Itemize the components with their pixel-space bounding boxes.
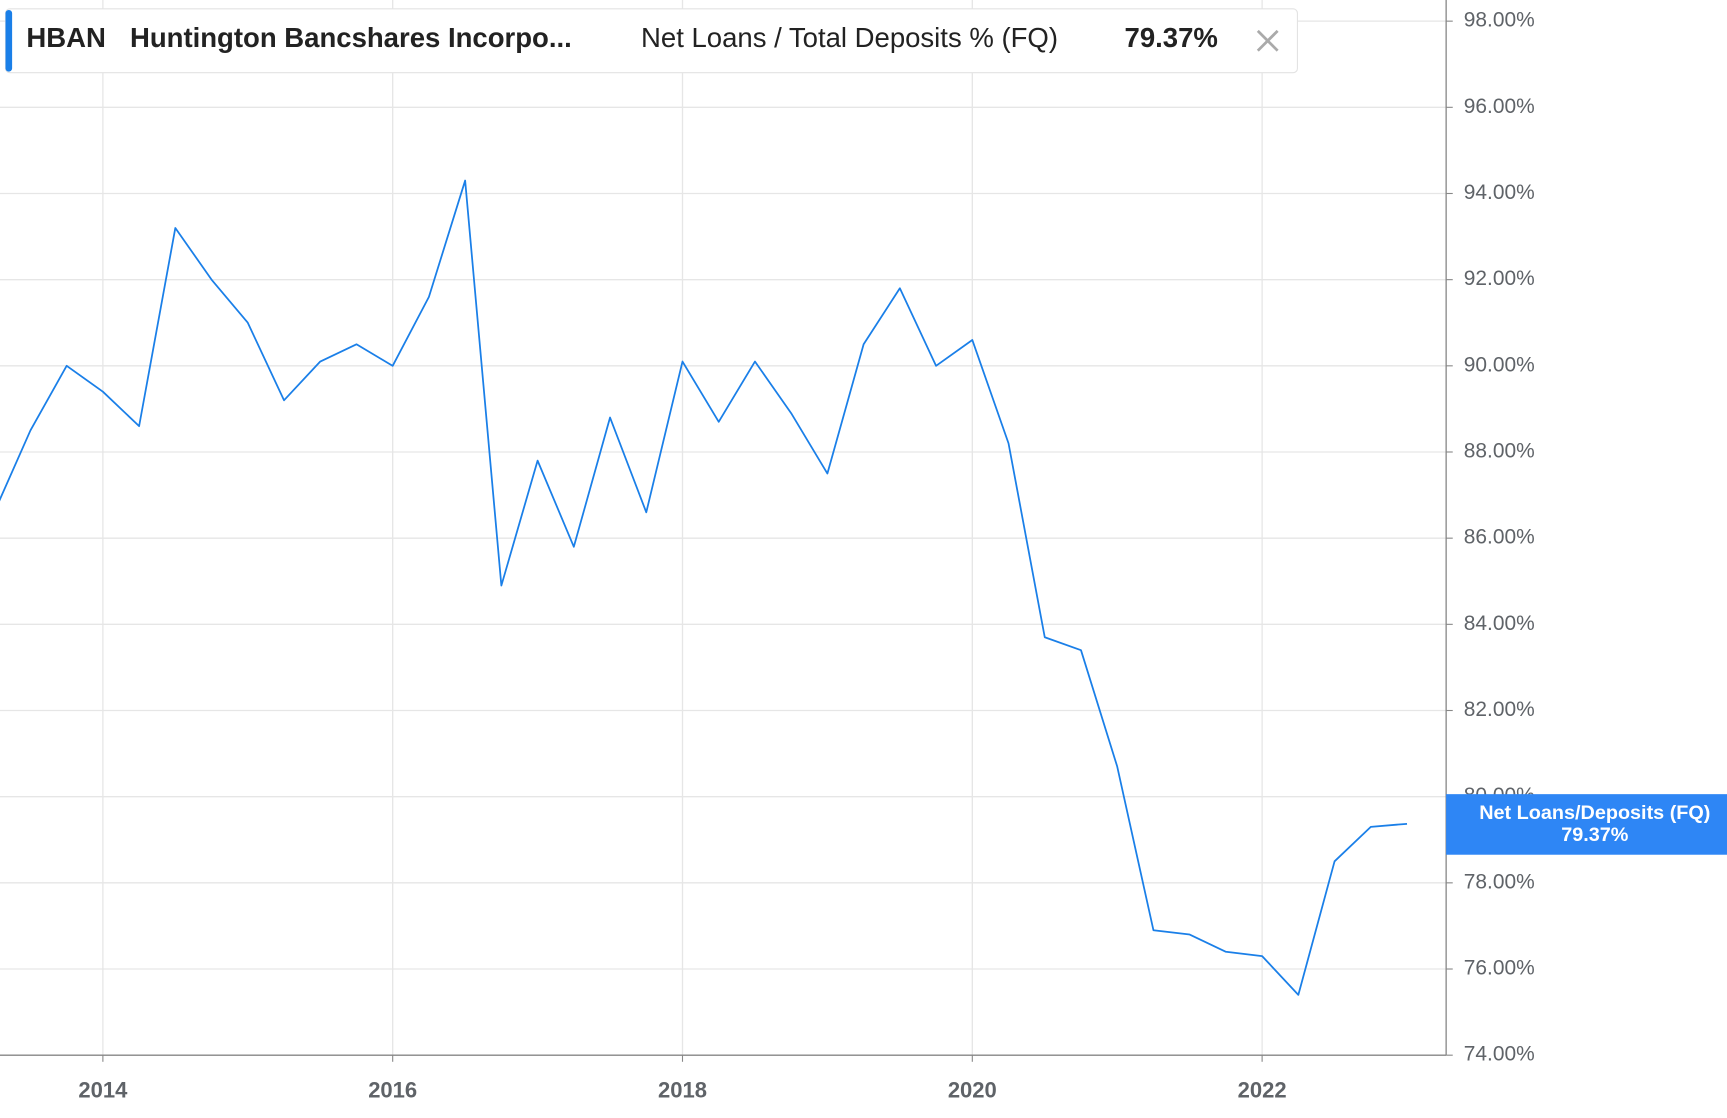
ticker: HBAN <box>26 22 105 53</box>
metric: Net Loans / Total Deposits % (FQ) <box>641 22 1058 53</box>
badge-box <box>1446 794 1727 855</box>
labels: 74.00%76.00%78.00%80.00%82.00%84.00%86.0… <box>78 9 1534 1103</box>
badge-name: Net Loans/Deposits (FQ) <box>1479 802 1710 824</box>
x-tick-label: 2022 <box>1238 1077 1287 1102</box>
x-tick-label: 2016 <box>368 1077 417 1102</box>
metric-value: 79.37% <box>1125 22 1218 53</box>
x-tick-label: 2018 <box>658 1077 707 1102</box>
grid <box>0 0 1447 1056</box>
y-tick-label: 76.00% <box>1464 957 1535 980</box>
y-tick-label: 78.00% <box>1464 870 1535 893</box>
y-tick-label: 96.00% <box>1464 95 1535 118</box>
company: Huntington Bancshares Incorpo... <box>130 22 572 53</box>
y-tick-label: 84.00% <box>1464 612 1535 635</box>
y-tick-label: 90.00% <box>1464 353 1535 376</box>
y-tick-label: 86.00% <box>1464 526 1535 549</box>
close-button[interactable] <box>1256 29 1279 52</box>
y-tick-label: 92.00% <box>1464 267 1535 290</box>
x-tick-label: 2014 <box>78 1077 128 1102</box>
header-accent <box>5 9 13 72</box>
y-tick-label: 82.00% <box>1464 698 1535 721</box>
y-tick-label: 74.00% <box>1464 1043 1535 1066</box>
y-tick-label: 94.00% <box>1464 181 1535 204</box>
data-line <box>0 179 1408 996</box>
plot <box>0 179 1408 996</box>
x-tick-label: 2020 <box>948 1077 997 1102</box>
value-badge: Net Loans/Deposits (FQ) 79.37% <box>1446 794 1727 855</box>
y-tick-label: 98.00% <box>1464 9 1535 32</box>
badge-value: 79.37% <box>1561 824 1629 846</box>
header: HBAN Huntington Bancshares Incorpo... Ne… <box>4 8 1299 74</box>
y-tick-label: 88.00% <box>1464 440 1535 463</box>
